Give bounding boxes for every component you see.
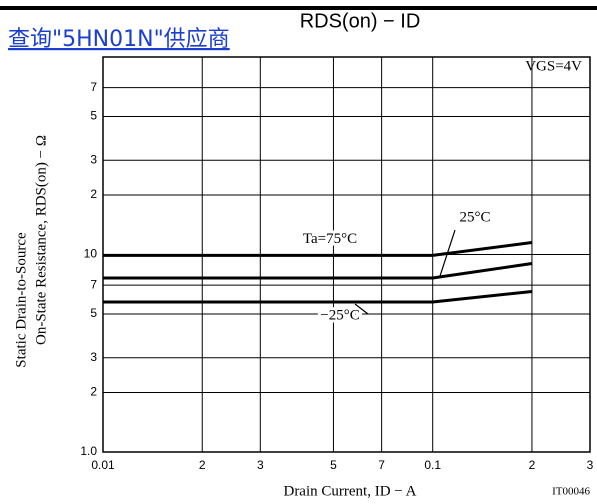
- series-label: −25°C: [320, 307, 359, 323]
- x-tick-label: 7: [378, 458, 385, 472]
- y-axis-label: Static Drain-to-Source: [13, 232, 29, 368]
- y-tick-label: 5: [90, 109, 97, 123]
- y-tick-label: 2: [90, 187, 97, 201]
- y-tick-label: 3: [90, 350, 97, 364]
- y-tick-label: 5: [90, 306, 97, 320]
- series-line: [103, 289, 533, 304]
- x-tick-label: 2: [529, 458, 536, 472]
- series-line: [103, 241, 533, 257]
- series-label: Ta=75°C: [303, 231, 357, 247]
- series-label: 25°C: [459, 209, 490, 225]
- x-tick-label: 0.01: [91, 458, 115, 472]
- y-tick-label: 2: [90, 385, 97, 399]
- x-axis-label: Drain Current, ID − A: [283, 483, 416, 499]
- overlay-link[interactable]: 查询"5HN01N"供应商: [8, 27, 230, 52]
- x-tick-label: 3: [587, 458, 594, 472]
- series-line: [103, 262, 533, 280]
- leader-line: [354, 303, 369, 315]
- chart-title: RDS(on) − ID: [300, 10, 421, 32]
- y-tick-label: 7: [90, 80, 97, 94]
- y-axis-label: On-State Resistance, RDS(on) − Ω: [33, 135, 49, 345]
- y-tick-label: 7: [90, 277, 97, 291]
- figure-code: IT00046: [552, 486, 590, 498]
- y-tick-label: 10: [84, 247, 98, 261]
- x-tick-label: 5: [330, 458, 337, 472]
- condition-label: VGS=4V: [525, 58, 582, 74]
- x-tick-label: 2: [199, 458, 206, 472]
- x-tick-label: 3: [257, 458, 264, 472]
- x-tick-label: 0.1: [424, 458, 441, 472]
- leader-line: [439, 229, 456, 277]
- y-tick-label: 1.0: [80, 444, 97, 458]
- y-tick-label: 3: [90, 152, 97, 166]
